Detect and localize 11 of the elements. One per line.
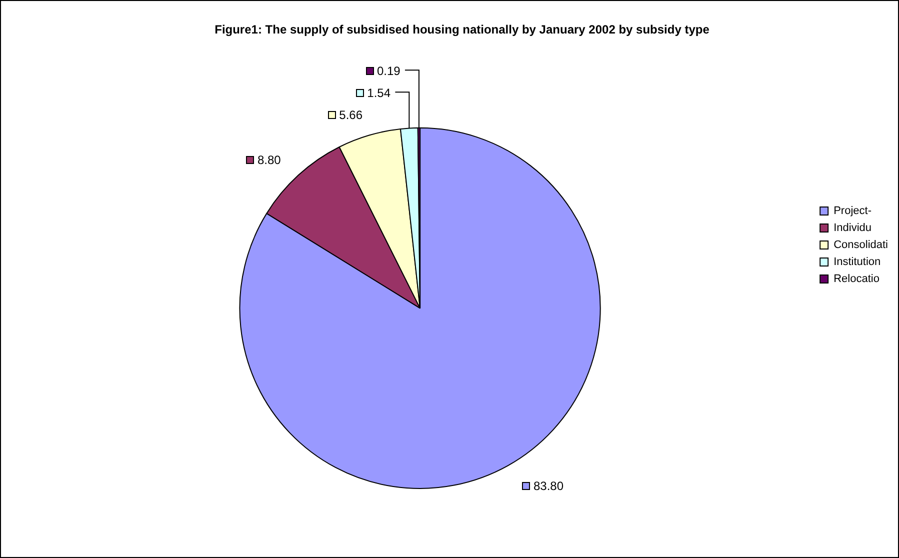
data-label: 0.19	[376, 64, 400, 78]
legend-label: Individu	[834, 222, 872, 234]
data-label: 5.66	[339, 108, 363, 122]
legend-label: Consolidati	[834, 239, 888, 252]
legend-label: Relocatio	[834, 273, 880, 286]
data-label: 83.80	[533, 478, 564, 493]
data-label: 1.54	[367, 86, 391, 100]
data-label: 8.80	[257, 152, 281, 167]
chart-title: Figure1: The supply of subsidised housing nationally by January 2002 by subsidy type	[214, 22, 710, 37]
legend-label: Institution	[834, 256, 881, 268]
legend-label: Project-	[834, 205, 872, 218]
